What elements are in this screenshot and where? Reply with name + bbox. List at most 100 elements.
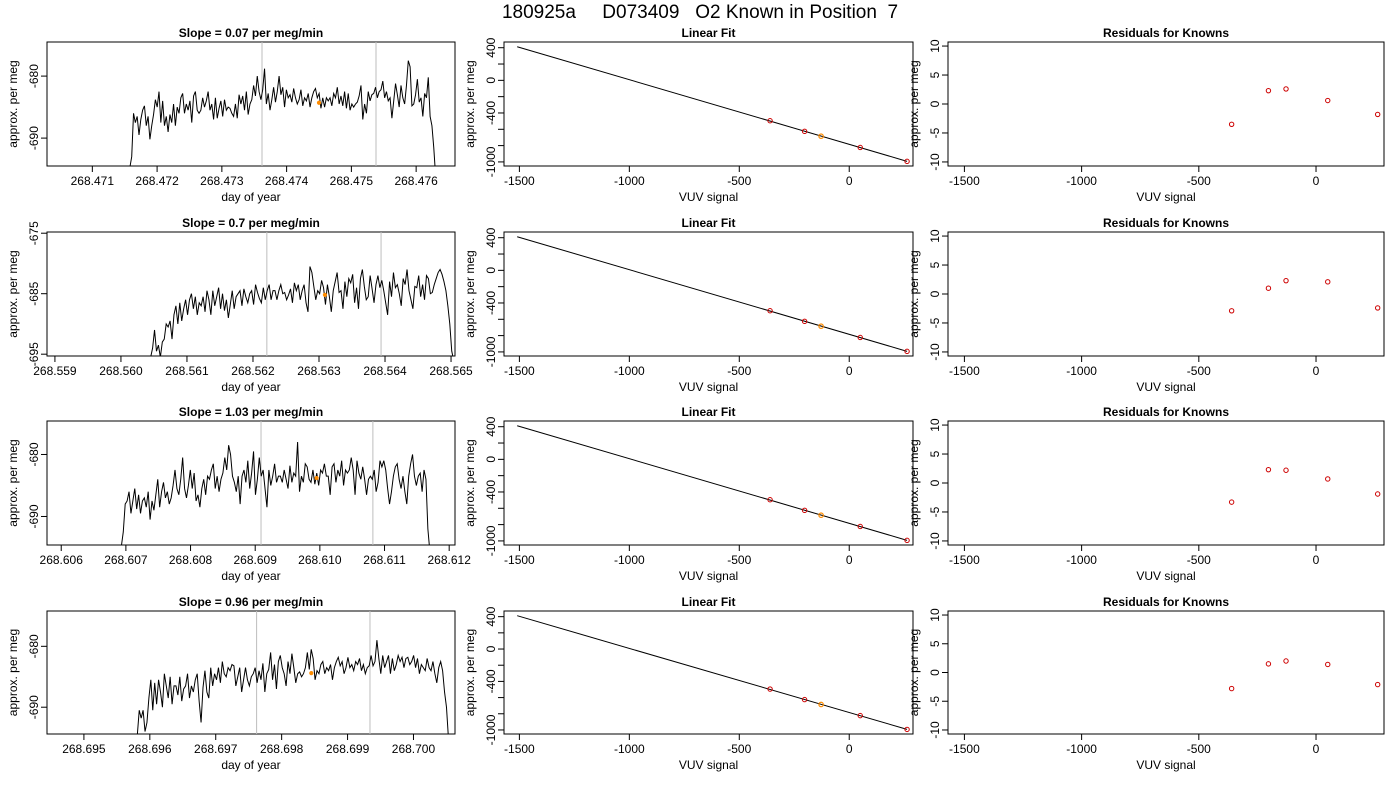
y-tick-label: 0 — [928, 479, 942, 486]
highlight-point — [316, 100, 322, 105]
y-axis-label: approx. per meg — [6, 629, 20, 716]
x-tick-label: -500 — [1187, 553, 1211, 567]
y-tick-label: 0 — [928, 290, 942, 297]
y-tick-label: 0 — [928, 669, 942, 676]
x-axis-label: day of year — [221, 569, 280, 583]
y-tick-label: -400 — [484, 291, 498, 315]
y-tick-label: -1000 — [484, 336, 498, 367]
chart-panel-3-1: Slope = 1.03 per meg/min 268.606 268.607 26… — [6, 405, 471, 583]
x-tick-label: -1500 — [949, 742, 980, 756]
data-point — [1325, 661, 1331, 668]
data-point — [801, 696, 808, 703]
y-tick-label: 5 — [928, 640, 942, 647]
plot-frame — [947, 231, 1385, 357]
x-tick-label: 0 — [846, 364, 853, 378]
y-tick-label: -695 — [27, 342, 41, 366]
plot-frame — [947, 610, 1385, 735]
y-axis-label: approx. per meg — [907, 629, 921, 716]
x-tick-label: 0 — [846, 174, 853, 188]
x-tick-label: 268.563 — [297, 364, 341, 378]
x-tick-label: -500 — [1187, 742, 1211, 756]
plot-area — [1228, 277, 1381, 314]
plot-area — [517, 425, 910, 544]
x-tick-label: 268.471 — [71, 174, 115, 188]
data-point — [1374, 111, 1381, 118]
data-point — [1325, 476, 1331, 482]
plot-frame — [503, 610, 914, 735]
x-tick-label: 268.606 — [40, 553, 84, 567]
x-tick-label: -1000 — [614, 553, 645, 567]
data-point — [857, 334, 863, 341]
data-point — [1283, 277, 1289, 284]
fit-line — [517, 615, 908, 730]
x-tick-label: -1000 — [1066, 364, 1097, 378]
highlight-point — [309, 671, 314, 676]
y-tick-label: -690 — [27, 504, 41, 528]
chart-panel-3-2: Linear Fit -1500 -1000 -500 0 400 0 -400 -1000 VU… — [463, 405, 914, 583]
y-tick-label: -5 — [928, 506, 942, 517]
data-point — [1283, 467, 1289, 473]
highlight-point — [818, 512, 824, 519]
data-point — [767, 497, 773, 503]
data-point — [801, 128, 808, 135]
y-tick-label: 0 — [484, 645, 498, 652]
data-point — [801, 318, 808, 325]
y-axis-label: approx. per meg — [907, 439, 921, 526]
chart-panel-2-3: Residuals for Knowns -1500 -1000 -500 0 -10 -5… — [907, 216, 1385, 394]
data-point — [767, 686, 773, 692]
y-tick-label: -690 — [27, 695, 41, 719]
highlight-point — [818, 323, 824, 330]
x-tick-label: 268.700 — [392, 742, 436, 756]
highlight-point — [818, 701, 824, 708]
x-tick-label: 268.560 — [99, 364, 143, 378]
x-axis-label: VUV signal — [1136, 190, 1195, 204]
y-axis-label: approx. per meg — [463, 439, 477, 526]
y-tick-label: -1000 — [484, 146, 498, 177]
y-axis-label: approx. per meg — [6, 250, 20, 337]
data-point — [1228, 121, 1235, 127]
y-tick-label: 5 — [928, 450, 942, 457]
y-axis-label: approx. per meg — [907, 250, 921, 337]
plot-frame — [46, 420, 456, 546]
chart-panel-2-2: Linear Fit -1500 -1000 -500 0 400 0 -400 -1000 VU… — [463, 216, 914, 394]
y-tick-label: 400 — [484, 227, 498, 247]
chart-title: Slope = 0.96 per meg/min — [179, 595, 323, 609]
x-tick-label: -1000 — [1066, 742, 1097, 756]
plot-area — [1228, 658, 1381, 692]
x-tick-label: 268.476 — [394, 174, 438, 188]
x-tick-label: 268.698 — [260, 742, 304, 756]
x-tick-label: -1000 — [614, 742, 645, 756]
data-series-line — [121, 442, 430, 545]
x-tick-label: 0 — [1313, 553, 1320, 567]
plot-frame — [947, 41, 1385, 167]
x-tick-label: -1500 — [949, 553, 980, 567]
data-point — [1325, 97, 1331, 104]
fit-line — [517, 236, 908, 352]
x-tick-label: 268.608 — [169, 553, 213, 567]
y-tick-label: 5 — [928, 71, 942, 78]
chart-panel-4-2: Linear Fit -1500 -1000 -500 0 400 0 -400 -1000 VU… — [463, 595, 914, 772]
x-tick-label: 268.564 — [363, 364, 407, 378]
x-axis-label: VUV signal — [1136, 569, 1195, 583]
data-point — [767, 118, 773, 124]
x-tick-label: 268.474 — [265, 174, 309, 188]
y-axis-label: approx. per meg — [463, 250, 477, 337]
x-tick-label: 268.607 — [104, 553, 148, 567]
x-tick-label: 268.559 — [33, 364, 77, 378]
plot-area — [517, 615, 910, 733]
chart-title: Linear Fit — [681, 595, 735, 609]
data-point — [904, 348, 910, 355]
fit-line — [517, 425, 908, 541]
x-tick-label: -1500 — [949, 364, 980, 378]
chart-panel-1-1: Slope = 0.07 per meg/min 268.471 268.472 26… — [6, 26, 456, 204]
data-point — [1325, 279, 1331, 285]
data-point — [1265, 661, 1272, 667]
y-tick-label: -400 — [484, 669, 498, 693]
x-tick-label: 268.697 — [194, 742, 238, 756]
x-tick-label: 268.473 — [200, 174, 244, 188]
x-axis-label: day of year — [221, 380, 280, 394]
chart-title: Residuals for Knowns — [1103, 26, 1229, 40]
chart-title: Linear Fit — [681, 26, 735, 40]
plot-area — [136, 611, 449, 734]
